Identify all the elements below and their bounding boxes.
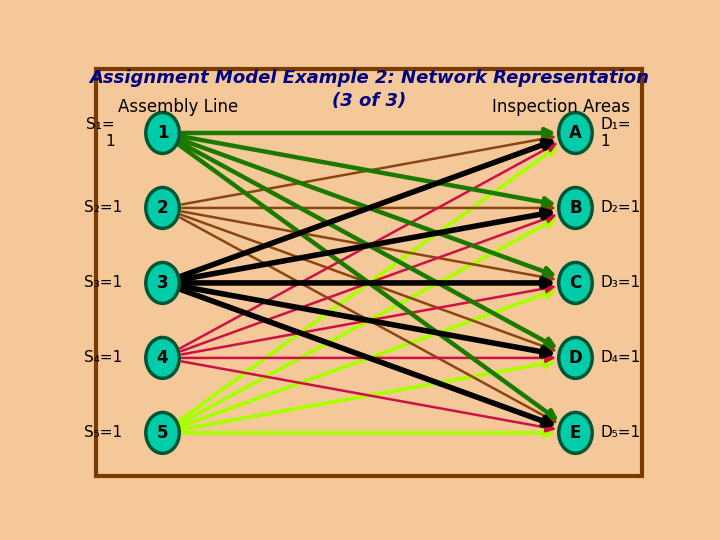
Bar <box>96 69 642 476</box>
Circle shape <box>559 112 593 153</box>
Text: D₁=
1: D₁= 1 <box>600 117 631 149</box>
Text: S₃=1: S₃=1 <box>84 275 122 291</box>
Circle shape <box>145 413 179 454</box>
Text: D₃=1: D₃=1 <box>600 275 641 291</box>
Circle shape <box>559 413 593 454</box>
Text: 2: 2 <box>157 199 168 217</box>
Circle shape <box>145 338 179 379</box>
Text: (3 of 3): (3 of 3) <box>332 92 406 110</box>
Circle shape <box>559 187 593 228</box>
Text: E: E <box>570 424 581 442</box>
Text: S₅=1: S₅=1 <box>84 426 122 441</box>
Text: D₂=1: D₂=1 <box>600 200 641 215</box>
Circle shape <box>145 262 179 303</box>
Circle shape <box>145 112 179 153</box>
Text: 3: 3 <box>157 274 168 292</box>
Text: S₂=1: S₂=1 <box>84 200 122 215</box>
Text: C: C <box>570 274 582 292</box>
Text: S₁=
1: S₁= 1 <box>86 117 115 149</box>
Text: D₄=1: D₄=1 <box>600 350 641 366</box>
Circle shape <box>559 338 593 379</box>
Text: D: D <box>569 349 582 367</box>
Circle shape <box>145 187 179 228</box>
Text: 4: 4 <box>157 349 168 367</box>
Text: Inspection Areas: Inspection Areas <box>492 98 630 116</box>
Text: S₄=1: S₄=1 <box>84 350 122 366</box>
Text: 1: 1 <box>157 124 168 142</box>
Text: 5: 5 <box>157 424 168 442</box>
Text: Assignment Model Example 2: Network Representation: Assignment Model Example 2: Network Repr… <box>89 69 649 87</box>
Text: B: B <box>569 199 582 217</box>
Circle shape <box>559 262 593 303</box>
Text: A: A <box>569 124 582 142</box>
Text: D₅=1: D₅=1 <box>600 426 641 441</box>
Text: Assembly Line: Assembly Line <box>118 98 238 116</box>
